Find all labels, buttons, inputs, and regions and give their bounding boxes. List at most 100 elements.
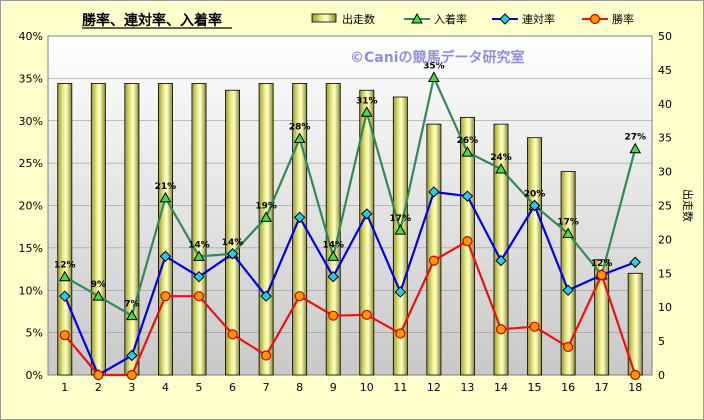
data-label: 35% — [423, 62, 445, 72]
data-label: 7% — [124, 300, 139, 310]
data-point — [499, 13, 511, 25]
data-point — [629, 142, 642, 154]
bar — [392, 96, 408, 376]
data-point — [596, 269, 607, 281]
bar — [191, 83, 207, 376]
y2-tick-label: 35 — [658, 132, 672, 145]
data-label: 14% — [188, 240, 210, 250]
x-tick-label: 1 — [61, 381, 68, 394]
series-line — [63, 190, 636, 377]
data-point — [193, 250, 205, 261]
y-tick-label: 10% — [19, 284, 43, 297]
legend-label: 勝率 — [612, 12, 634, 26]
data-label: 14% — [322, 240, 344, 250]
data-point — [529, 321, 540, 332]
x-tick-label: 11 — [393, 381, 407, 394]
data-label: 28% — [289, 123, 311, 133]
data-point — [528, 199, 541, 212]
data-point — [461, 146, 474, 157]
bar — [325, 83, 341, 376]
data-point — [360, 106, 373, 117]
data-point — [395, 328, 406, 339]
y2-tick-label: 0 — [658, 369, 665, 382]
data-point — [261, 350, 272, 361]
data-point — [327, 270, 339, 283]
data-point — [59, 330, 70, 341]
data-point — [260, 290, 272, 302]
y2-tick-label: 40 — [658, 98, 672, 111]
y-tick-label: 0% — [26, 369, 43, 382]
data-point — [227, 329, 238, 340]
data-point — [630, 369, 641, 381]
y2-tick-label: 15 — [658, 267, 672, 280]
data-point — [59, 290, 71, 302]
x-tick-label: 7 — [263, 381, 270, 394]
x-tick-label: 12 — [427, 381, 441, 394]
data-point — [462, 235, 473, 247]
data-point — [394, 224, 407, 235]
legend-label: 連対率 — [522, 12, 555, 26]
data-label: 14% — [222, 238, 244, 248]
bar — [90, 83, 106, 376]
x-tick-label: 8 — [296, 381, 303, 394]
data-point — [92, 290, 105, 301]
x-tick-label: 14 — [494, 381, 508, 394]
x-tick-label: 3 — [128, 381, 135, 394]
bar — [527, 137, 543, 376]
bar — [124, 83, 140, 376]
data-label: 24% — [490, 153, 512, 163]
x-tick-label: 5 — [196, 381, 203, 394]
data-point — [394, 286, 407, 298]
data-point — [495, 163, 507, 174]
x-tick-label: 17 — [595, 381, 609, 394]
bar — [225, 89, 241, 376]
y2-tick-label: 20 — [658, 233, 672, 246]
bar — [157, 83, 173, 376]
y2-tick-label: 5 — [658, 335, 665, 348]
data-point — [629, 256, 641, 268]
x-tick-label: 9 — [330, 381, 337, 394]
y2-tick-label: 50 — [658, 30, 672, 43]
data-point — [562, 284, 574, 296]
data-point — [193, 270, 205, 283]
y2-axis-label: 出走数 — [681, 189, 695, 222]
series-line — [63, 239, 637, 377]
y-tick-label: 25% — [19, 157, 43, 170]
y2-tick-label: 25 — [658, 200, 672, 213]
data-point — [562, 227, 574, 238]
data-point — [589, 13, 601, 25]
x-tick-label: 13 — [460, 381, 474, 394]
y-tick-label: 5% — [26, 327, 43, 340]
data-point — [411, 12, 423, 24]
data-point — [159, 250, 172, 263]
x-tick-label: 10 — [360, 381, 374, 394]
data-point — [495, 324, 507, 335]
x-tick-label: 15 — [528, 381, 542, 394]
data-point — [159, 191, 172, 203]
bar — [258, 83, 274, 376]
x-tick-label: 6 — [229, 381, 236, 394]
data-point — [361, 309, 372, 320]
y2-tick-label: 30 — [658, 166, 672, 179]
data-label: 17% — [557, 217, 579, 227]
x-tick-label: 16 — [561, 381, 575, 394]
data-point — [428, 186, 440, 198]
data-label: 12% — [591, 259, 613, 269]
data-point — [293, 211, 306, 224]
data-point — [260, 211, 272, 222]
data-point — [361, 208, 373, 220]
data-label: 12% — [54, 261, 76, 271]
data-point — [327, 250, 340, 261]
data-label: 21% — [155, 182, 177, 192]
x-tick-label: 18 — [628, 381, 642, 394]
data-label: 26% — [457, 136, 479, 146]
y-tick-label: 20% — [19, 200, 43, 213]
data-label: 19% — [255, 201, 277, 211]
y2-tick-label: 10 — [658, 301, 672, 314]
data-point — [428, 71, 440, 83]
data-point — [58, 270, 71, 282]
series-line — [64, 74, 637, 318]
data-point — [495, 254, 507, 267]
legend-swatch — [311, 13, 337, 23]
